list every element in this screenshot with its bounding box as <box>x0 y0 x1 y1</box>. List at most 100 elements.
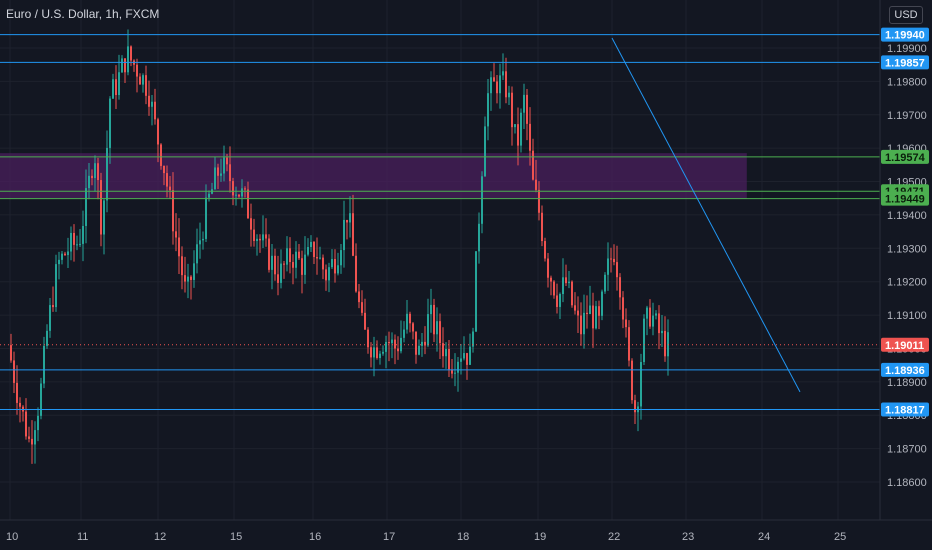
trendline-segment[interactable] <box>611 37 801 393</box>
candle-body <box>400 337 402 352</box>
price-tag[interactable] <box>881 337 929 352</box>
candle-body <box>268 238 270 270</box>
price-tick-label: 1.19900 <box>887 43 927 55</box>
price-tag[interactable] <box>881 27 929 42</box>
candle-body <box>394 339 396 349</box>
candle-body <box>619 277 621 298</box>
time-tick-label: 18 <box>457 531 469 543</box>
candle-body <box>508 92 510 98</box>
candle-body <box>13 360 15 383</box>
candle-body <box>88 175 90 189</box>
candle-body <box>649 307 651 327</box>
horizontal-levels[interactable] <box>0 34 880 411</box>
price-tick-label: 1.19100 <box>887 310 927 322</box>
price-tick-label: 1.19700 <box>887 110 927 122</box>
candle-body <box>289 248 291 263</box>
candle-body <box>442 343 444 357</box>
candle-body <box>118 72 120 96</box>
price-tag-label: 1.19857 <box>885 57 925 69</box>
time-tick-label: 22 <box>608 531 620 543</box>
price-axis-bg <box>880 0 932 550</box>
candle-body <box>178 237 180 257</box>
candle-body <box>478 223 480 252</box>
price-tag[interactable] <box>881 191 929 206</box>
candle-body <box>76 244 78 246</box>
candle-body <box>100 180 102 235</box>
candle-body <box>406 313 408 330</box>
price-tag[interactable] <box>881 362 929 377</box>
candle-body <box>562 277 564 295</box>
time-tick-label: 25 <box>834 531 846 543</box>
price-axis[interactable]: 1.199001.198001.197001.196001.195001.194… <box>879 0 932 550</box>
candle-body <box>82 225 84 244</box>
candle-body <box>253 229 255 241</box>
candle-body <box>25 411 27 437</box>
candle-body <box>160 144 162 166</box>
candle-body <box>388 341 390 344</box>
time-axis-bg <box>0 520 932 550</box>
price-tag[interactable] <box>881 402 929 417</box>
candle-body <box>247 189 249 219</box>
currency-button[interactable]: USD <box>889 6 923 24</box>
candle-body <box>235 194 237 196</box>
time-tick-label: 23 <box>682 531 694 543</box>
candle-body <box>571 281 573 306</box>
candle-body <box>646 307 648 319</box>
candle-body <box>205 197 207 239</box>
candle-body <box>241 188 243 197</box>
candle-body <box>67 251 69 256</box>
price-tick-label: 1.19300 <box>887 243 927 255</box>
candle-body <box>385 341 387 352</box>
candle-body <box>661 330 663 334</box>
candle-body <box>601 291 603 316</box>
candle-body <box>580 315 582 335</box>
candle-body <box>574 305 576 311</box>
candle-body <box>328 267 330 281</box>
time-tick-label: 19 <box>534 531 546 543</box>
candle-body <box>625 319 627 328</box>
candle-body <box>196 244 198 264</box>
candle-body <box>553 281 555 296</box>
candle-body <box>352 213 354 256</box>
candle-body <box>556 295 558 307</box>
candle-body <box>502 71 504 76</box>
candle-body <box>343 219 345 251</box>
candle-body <box>229 164 231 182</box>
candle-body <box>493 77 495 82</box>
candle-body <box>373 347 375 358</box>
candle-body <box>532 150 534 180</box>
candle-body <box>199 240 201 245</box>
candle-body <box>304 254 306 275</box>
candle-body <box>259 238 261 241</box>
candle-body <box>58 259 60 265</box>
candle-body <box>430 304 432 315</box>
price-tag[interactable] <box>881 55 929 70</box>
candle-body <box>292 262 294 268</box>
candle-body <box>340 250 342 266</box>
candle-body <box>550 277 552 282</box>
candle-body <box>595 306 597 329</box>
candle-body <box>139 76 141 85</box>
price-tag-label: 1.18936 <box>885 365 925 377</box>
time-axis[interactable]: 10 11 12 15 16 17 18 19 22 23 24 25 <box>0 519 932 550</box>
candle-body <box>427 314 429 346</box>
candle-body <box>409 313 411 324</box>
candle-body <box>355 255 357 292</box>
candle-body <box>475 251 477 332</box>
candle-body <box>256 238 258 241</box>
trendline[interactable] <box>611 37 801 393</box>
price-tag[interactable] <box>881 149 929 164</box>
candle-body <box>415 331 417 355</box>
candle-body <box>658 313 660 334</box>
candle-body <box>154 101 156 120</box>
candle-body <box>523 94 525 113</box>
candle-body <box>31 438 33 445</box>
candle-body <box>313 241 315 258</box>
candle-body <box>10 345 12 361</box>
candle-body <box>529 123 531 151</box>
candle-body <box>397 348 399 352</box>
candle-body <box>667 332 669 357</box>
candle-body <box>316 257 318 259</box>
